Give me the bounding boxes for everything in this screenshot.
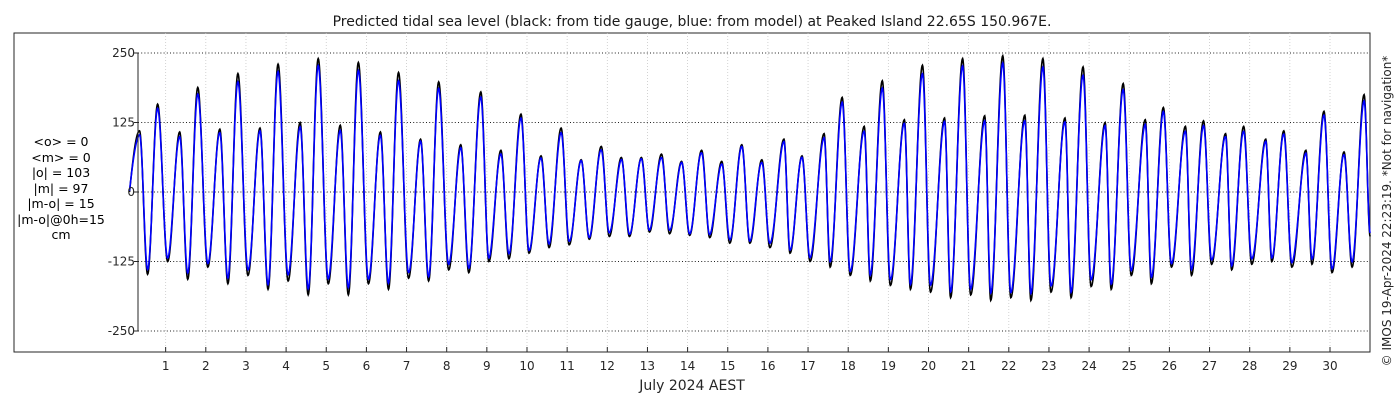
x-tick-label: 26: [1162, 359, 1177, 373]
y-tick-label: 250: [112, 46, 135, 60]
stat-abs-diff-0h: |m-o|@0h=15: [17, 211, 105, 227]
x-tick-label: 24: [1081, 359, 1096, 373]
x-tick-label: 25: [1122, 359, 1137, 373]
y-tick-label: -125: [108, 255, 135, 269]
stat-abs-diff: |m-o| = 15: [27, 196, 95, 211]
y-tick-label: -250: [108, 324, 135, 338]
x-tick-label: 9: [483, 359, 491, 373]
x-tick-label: 16: [760, 359, 775, 373]
x-tick-label: 20: [921, 359, 936, 373]
x-tick-label: 5: [322, 359, 330, 373]
stat-abs-obs: |o| = 103: [31, 165, 91, 180]
stat-mean-model: <m> = 0: [31, 149, 91, 165]
x-tick-label: 7: [403, 359, 411, 373]
x-tick-label: 11: [560, 359, 575, 373]
stat-unit: cm: [51, 227, 71, 242]
x-tick-label: 6: [363, 359, 371, 373]
y-tick-label: 0: [127, 185, 135, 199]
series-model-line: [128, 60, 1371, 296]
x-tick-label: 14: [680, 359, 695, 373]
x-tick-label: 29: [1282, 359, 1297, 373]
x-tick-label: 13: [640, 359, 655, 373]
plot-frame: [13, 32, 1371, 353]
x-tick-label: 15: [720, 359, 735, 373]
stat-mean-obs: <o> = 0: [33, 134, 89, 149]
stats-panel: <o> = 0 <m> = 0 |o| = 103 |m| = 97 |m-o|…: [14, 134, 108, 243]
x-tick-label: 21: [961, 359, 976, 373]
x-tick-label: 22: [1001, 359, 1016, 373]
x-axis-label: July 2024 AEST: [638, 378, 745, 394]
x-tick-label: 28: [1242, 359, 1257, 373]
x-tick-label: 10: [519, 359, 534, 373]
x-tick-label: 2: [202, 359, 210, 373]
x-tick-label: 18: [841, 359, 856, 373]
chart-title: Predicted tidal sea level (black: from t…: [333, 14, 1052, 30]
x-tick-label: 17: [800, 359, 815, 373]
copyright-notice: © IMOS 19-Apr-2024 22:23:19. *Not for na…: [1380, 56, 1394, 367]
x-tick-label: 30: [1322, 359, 1337, 373]
x-tick-label: 1: [162, 359, 170, 373]
y-tick-label: 125: [112, 116, 135, 130]
x-tick-label: 19: [881, 359, 896, 373]
x-tick-label: 23: [1041, 359, 1056, 373]
x-tick-label: 12: [600, 359, 615, 373]
x-tick-label: 8: [443, 359, 451, 373]
x-tick-label: 3: [242, 359, 250, 373]
x-tick-label: 4: [282, 359, 290, 373]
stat-abs-model: |m| = 97: [33, 180, 89, 196]
x-tick-label: 27: [1202, 359, 1217, 373]
